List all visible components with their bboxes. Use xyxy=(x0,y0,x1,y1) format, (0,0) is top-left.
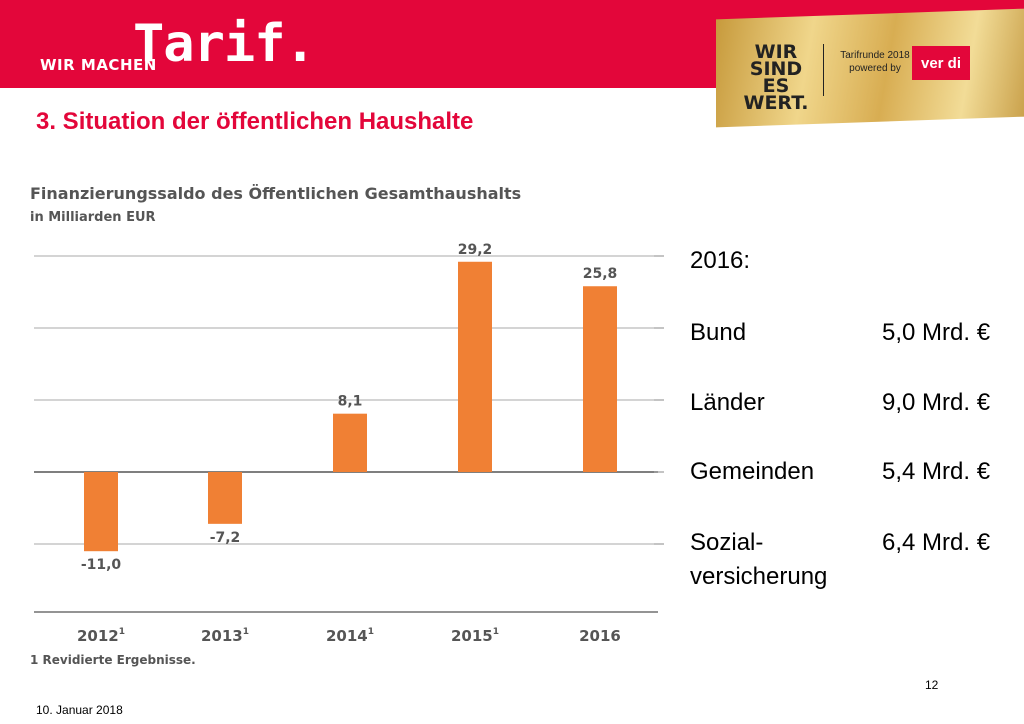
chart-footnote: 1 Revidierte Ergebnisse. xyxy=(30,653,196,667)
tarifrunde-line-1: Tarifrunde 2018 xyxy=(840,50,910,61)
tick-footnote-mark: 1 xyxy=(243,627,249,637)
chart-subtitle: in Milliarden EUR xyxy=(30,210,156,225)
data-label: 8,1 xyxy=(338,394,363,410)
campaign-line-2: SIND ES xyxy=(749,58,803,97)
breakdown-name: Sozial- versicherung xyxy=(690,529,828,590)
verdi-logo: ver di xyxy=(912,46,970,80)
breakdown-name: Bund xyxy=(690,319,747,346)
footer-date: 10. Januar 2018 xyxy=(36,703,123,717)
breakdown-value: 6,4 Mrd. € xyxy=(882,529,991,556)
x-tick-label: 20131 xyxy=(201,627,249,645)
x-tick-label: 20121 xyxy=(77,627,125,645)
page-number: 12 xyxy=(925,678,939,692)
data-label: -7,2 xyxy=(210,530,241,546)
brand-logo-text: Tarif. xyxy=(133,14,316,74)
breakdown-name: Länder xyxy=(690,389,765,416)
x-tick-label: 20141 xyxy=(326,627,374,645)
breakdown-value: 9,0 Mrd. € xyxy=(882,389,991,416)
tick-footnote-mark: 1 xyxy=(368,627,374,637)
campaign-divider xyxy=(823,44,824,96)
breakdown-value: 5,0 Mrd. € xyxy=(882,319,991,346)
campaign-logo: WIR SIND ES WERT. xyxy=(736,41,816,114)
tarifrunde-line-2: powered by xyxy=(849,63,901,74)
campaign-line-1: WIR xyxy=(754,41,798,63)
x-tick-label: 20151 xyxy=(451,627,499,645)
tick-footnote-mark: 1 xyxy=(119,627,125,637)
x-tick-label: 2016 xyxy=(579,627,621,645)
breakdown-name: Gemeinden xyxy=(690,458,815,485)
bar xyxy=(208,472,242,524)
data-label: 29,2 xyxy=(458,242,493,258)
data-label: -11,0 xyxy=(81,557,122,573)
bar xyxy=(333,413,367,472)
tarifrunde-text: Tarifrunde 2018 powered by xyxy=(840,49,910,75)
breakdown-year: 2016: xyxy=(690,247,751,274)
campaign-line-3: WERT. xyxy=(743,92,809,114)
data-label: 25,8 xyxy=(583,266,618,282)
chart-title: Finanzierungssaldo des Öffentlichen Gesa… xyxy=(30,184,522,203)
bar xyxy=(583,286,617,472)
breakdown-value: 5,4 Mrd. € xyxy=(882,458,991,485)
bar xyxy=(458,261,492,472)
brand-tagline: WIR MACHEN xyxy=(40,56,157,74)
tick-footnote-mark: 1 xyxy=(493,627,499,637)
bar-chart: -11,0 20121 -7,2 20131 8,1 20141 29,2 20151 25,8… xyxy=(34,242,664,645)
bar xyxy=(84,472,118,552)
slide-title: 3. Situation der öffentlichen Haushalte xyxy=(36,108,474,135)
